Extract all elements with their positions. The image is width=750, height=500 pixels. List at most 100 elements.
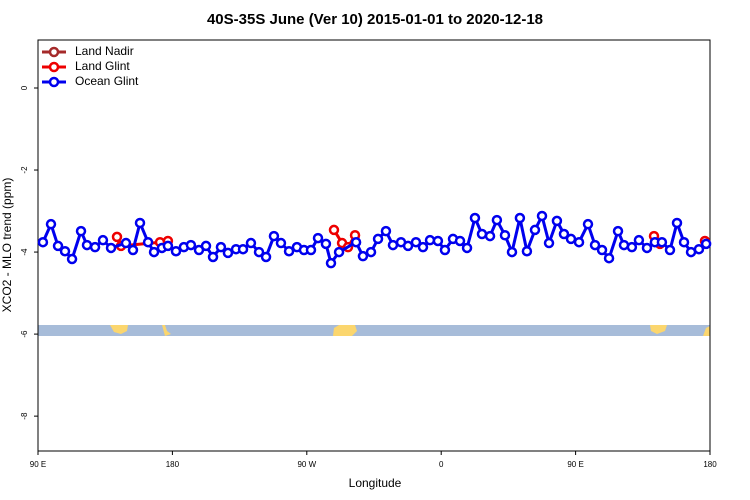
point: [565, 233, 577, 245]
map-strip: [38, 325, 710, 336]
y-tick-label: -8: [20, 412, 29, 420]
point: [573, 236, 585, 248]
point: [215, 241, 227, 253]
point: [89, 241, 101, 253]
ocean-band: [38, 325, 710, 336]
point: [97, 234, 109, 246]
point: [372, 233, 384, 245]
point: [312, 232, 324, 244]
point: [521, 245, 533, 257]
point: [320, 238, 332, 250]
point: [134, 217, 146, 229]
point: [589, 239, 601, 251]
point: [305, 244, 317, 256]
point: [148, 246, 160, 258]
point: [350, 236, 362, 248]
point: [491, 214, 503, 226]
point: [52, 240, 64, 252]
point: [693, 243, 705, 255]
point: [671, 217, 683, 229]
point: [105, 242, 117, 254]
point: [365, 246, 377, 258]
point: [543, 237, 555, 249]
x-tick-label: 180: [166, 460, 180, 469]
point: [558, 228, 570, 240]
point: [551, 215, 563, 227]
x-tick-label: 90 E: [30, 460, 46, 469]
point: [461, 242, 473, 254]
land: [110, 325, 128, 334]
legend-marker: [48, 46, 60, 58]
point: [402, 240, 414, 252]
point: [207, 251, 219, 263]
point: [454, 235, 466, 247]
y-tick-label: 0: [20, 85, 29, 90]
point: [127, 244, 139, 256]
point: [664, 244, 676, 256]
point: [328, 224, 340, 236]
y-tick-label: -6: [20, 330, 29, 338]
point: [417, 241, 429, 253]
point: [237, 243, 249, 255]
point: [185, 239, 197, 251]
point: [162, 240, 174, 252]
legend-label: Land Nadir: [75, 44, 134, 58]
point: [432, 235, 444, 247]
point: [656, 236, 668, 248]
point: [476, 228, 488, 240]
point: [200, 240, 212, 252]
point: [499, 229, 511, 241]
land: [650, 325, 667, 334]
point: [641, 242, 653, 254]
point: [253, 246, 265, 258]
point: [268, 230, 280, 242]
legend-marker: [48, 61, 60, 73]
x-axis-label: Longitude: [349, 476, 402, 490]
point: [260, 251, 272, 263]
land: [162, 325, 171, 336]
point: [120, 237, 132, 249]
point: [387, 239, 399, 251]
y-tick-label: -4: [20, 248, 29, 256]
point: [283, 245, 295, 257]
point: [66, 253, 78, 265]
y-tick-label: -2: [20, 166, 29, 174]
point: [111, 231, 123, 243]
point: [245, 237, 257, 249]
point: [529, 224, 541, 236]
point: [582, 218, 594, 230]
point: [484, 230, 496, 242]
point: [410, 236, 422, 248]
point: [275, 237, 287, 249]
legend-label: Ocean Glint: [75, 74, 139, 88]
x-tick-label: 90 W: [297, 460, 316, 469]
land: [333, 325, 357, 336]
point: [45, 218, 57, 230]
point: [380, 225, 392, 237]
point: [633, 234, 645, 246]
point: [170, 245, 182, 257]
chart-title: 40S-35S June (Ver 10) 2015-01-01 to 2020…: [207, 11, 543, 28]
legend-label: Land Glint: [75, 59, 130, 73]
point: [612, 225, 624, 237]
point: [75, 225, 87, 237]
point: [325, 257, 337, 269]
point: [700, 238, 712, 250]
point: [333, 246, 345, 258]
point: [81, 239, 93, 251]
point: [469, 212, 481, 224]
point: [357, 250, 369, 262]
point: [596, 244, 608, 256]
point: [536, 210, 548, 222]
point: [439, 244, 451, 256]
point: [222, 247, 234, 259]
point: [506, 246, 518, 258]
point: [142, 236, 154, 248]
point: [37, 236, 49, 248]
point: [514, 212, 526, 224]
land: [703, 326, 710, 336]
legend-marker: [48, 76, 60, 88]
point: [678, 236, 690, 248]
point: [59, 245, 71, 257]
